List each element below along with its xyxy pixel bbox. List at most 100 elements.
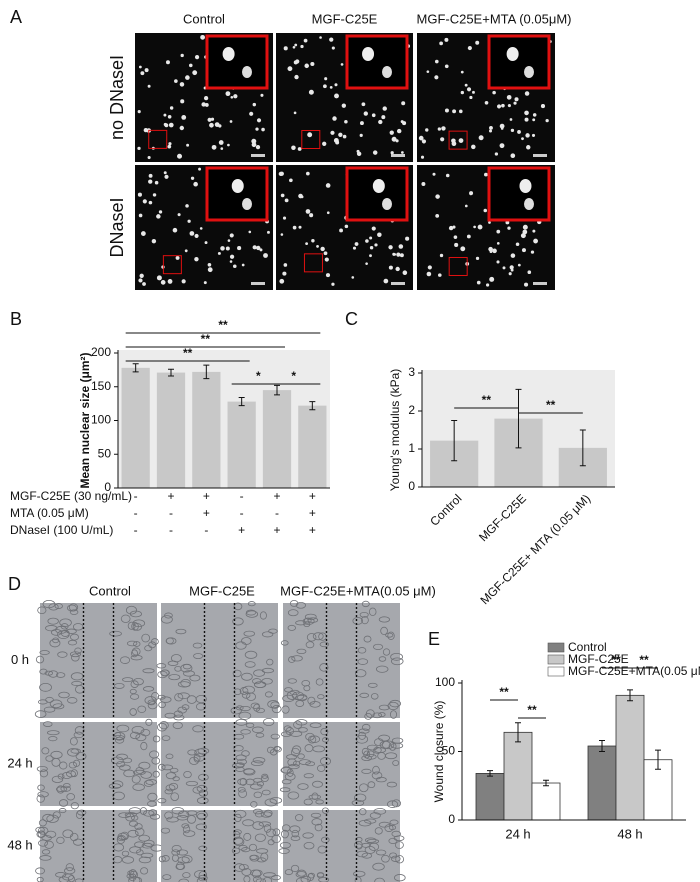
cell xyxy=(320,836,330,844)
phase-image xyxy=(283,722,400,806)
nucleus xyxy=(352,246,357,250)
cell xyxy=(187,749,197,756)
nucleus xyxy=(292,225,297,230)
cell xyxy=(181,855,193,864)
nucleus xyxy=(342,134,347,139)
cell xyxy=(176,815,189,821)
nucleus xyxy=(229,254,235,259)
inset-nucleus xyxy=(242,66,252,78)
nucleus xyxy=(185,204,189,208)
nucleus xyxy=(369,254,372,258)
cell xyxy=(353,870,366,877)
nucleus xyxy=(190,176,195,180)
cell xyxy=(389,852,398,859)
nucleus xyxy=(305,171,310,176)
nucleus xyxy=(194,233,199,238)
scale-bar xyxy=(391,282,405,285)
cell xyxy=(48,603,59,611)
cell xyxy=(359,692,370,698)
cell xyxy=(74,647,82,655)
nucleus xyxy=(330,130,335,135)
cell xyxy=(255,732,265,738)
nucleus xyxy=(510,253,516,258)
cell xyxy=(395,855,405,864)
nucleus xyxy=(267,230,270,234)
cell xyxy=(140,771,152,779)
cell xyxy=(378,616,390,623)
row-label: DNaseI xyxy=(107,197,127,257)
nucleus xyxy=(279,171,284,176)
nucleus xyxy=(492,248,497,254)
x-tick-label: 24 h xyxy=(505,826,530,841)
cell xyxy=(39,650,50,655)
nucleus xyxy=(148,200,153,205)
bar xyxy=(192,371,221,488)
nucleus xyxy=(225,91,231,97)
condition-mark: - xyxy=(169,506,173,520)
cell xyxy=(233,602,243,611)
nucleus xyxy=(248,230,252,234)
cell xyxy=(51,757,61,767)
cell xyxy=(241,868,252,876)
cell xyxy=(369,812,381,819)
cell xyxy=(151,757,161,765)
condition-name: MGF-C25E (30 ng/mL) xyxy=(10,489,132,503)
cell xyxy=(160,669,170,677)
cell xyxy=(240,729,251,735)
cell xyxy=(45,755,54,762)
nucleus xyxy=(398,244,404,249)
cell xyxy=(286,754,298,760)
cell xyxy=(37,830,45,838)
nucleus xyxy=(137,110,141,114)
nucleus xyxy=(371,113,376,118)
cell xyxy=(237,778,248,786)
cell xyxy=(55,672,66,678)
error-bar xyxy=(579,429,586,467)
nucleus xyxy=(427,265,432,270)
cell xyxy=(271,875,281,881)
cell xyxy=(165,753,174,759)
nucleus xyxy=(452,225,456,229)
inset xyxy=(345,34,409,90)
cell xyxy=(374,827,383,835)
cell xyxy=(364,818,377,824)
cell xyxy=(232,669,242,678)
nucleus xyxy=(396,128,402,134)
cell xyxy=(269,797,283,804)
nucleus xyxy=(229,120,233,123)
cell xyxy=(391,830,401,838)
cell xyxy=(372,862,385,871)
nucleus xyxy=(293,111,297,115)
cell xyxy=(197,747,210,755)
cell xyxy=(134,841,145,848)
nucleus xyxy=(325,183,331,188)
cell xyxy=(394,841,404,849)
cell xyxy=(303,685,311,692)
cell xyxy=(235,762,245,768)
cell xyxy=(307,873,315,881)
cell xyxy=(305,732,315,741)
error-bar xyxy=(238,397,245,407)
condition-mark: - xyxy=(275,506,279,520)
cell xyxy=(250,801,258,808)
nucleus xyxy=(402,121,407,126)
legend-swatch xyxy=(547,666,565,677)
inset-nucleus xyxy=(362,47,375,61)
cell xyxy=(77,809,87,816)
cell xyxy=(375,776,387,783)
nucleus xyxy=(187,219,191,223)
cell xyxy=(358,731,366,740)
nucleus xyxy=(524,282,529,287)
cell xyxy=(279,787,291,793)
cell xyxy=(160,827,171,834)
nucleus xyxy=(331,46,335,50)
cell xyxy=(133,876,143,882)
cell xyxy=(195,702,206,711)
cell xyxy=(124,812,137,818)
nucleus xyxy=(522,224,528,230)
cell xyxy=(45,625,58,632)
y-tick-label: 2 xyxy=(408,403,415,417)
nucleus xyxy=(395,266,400,272)
cell xyxy=(278,848,290,854)
cell xyxy=(73,759,81,767)
